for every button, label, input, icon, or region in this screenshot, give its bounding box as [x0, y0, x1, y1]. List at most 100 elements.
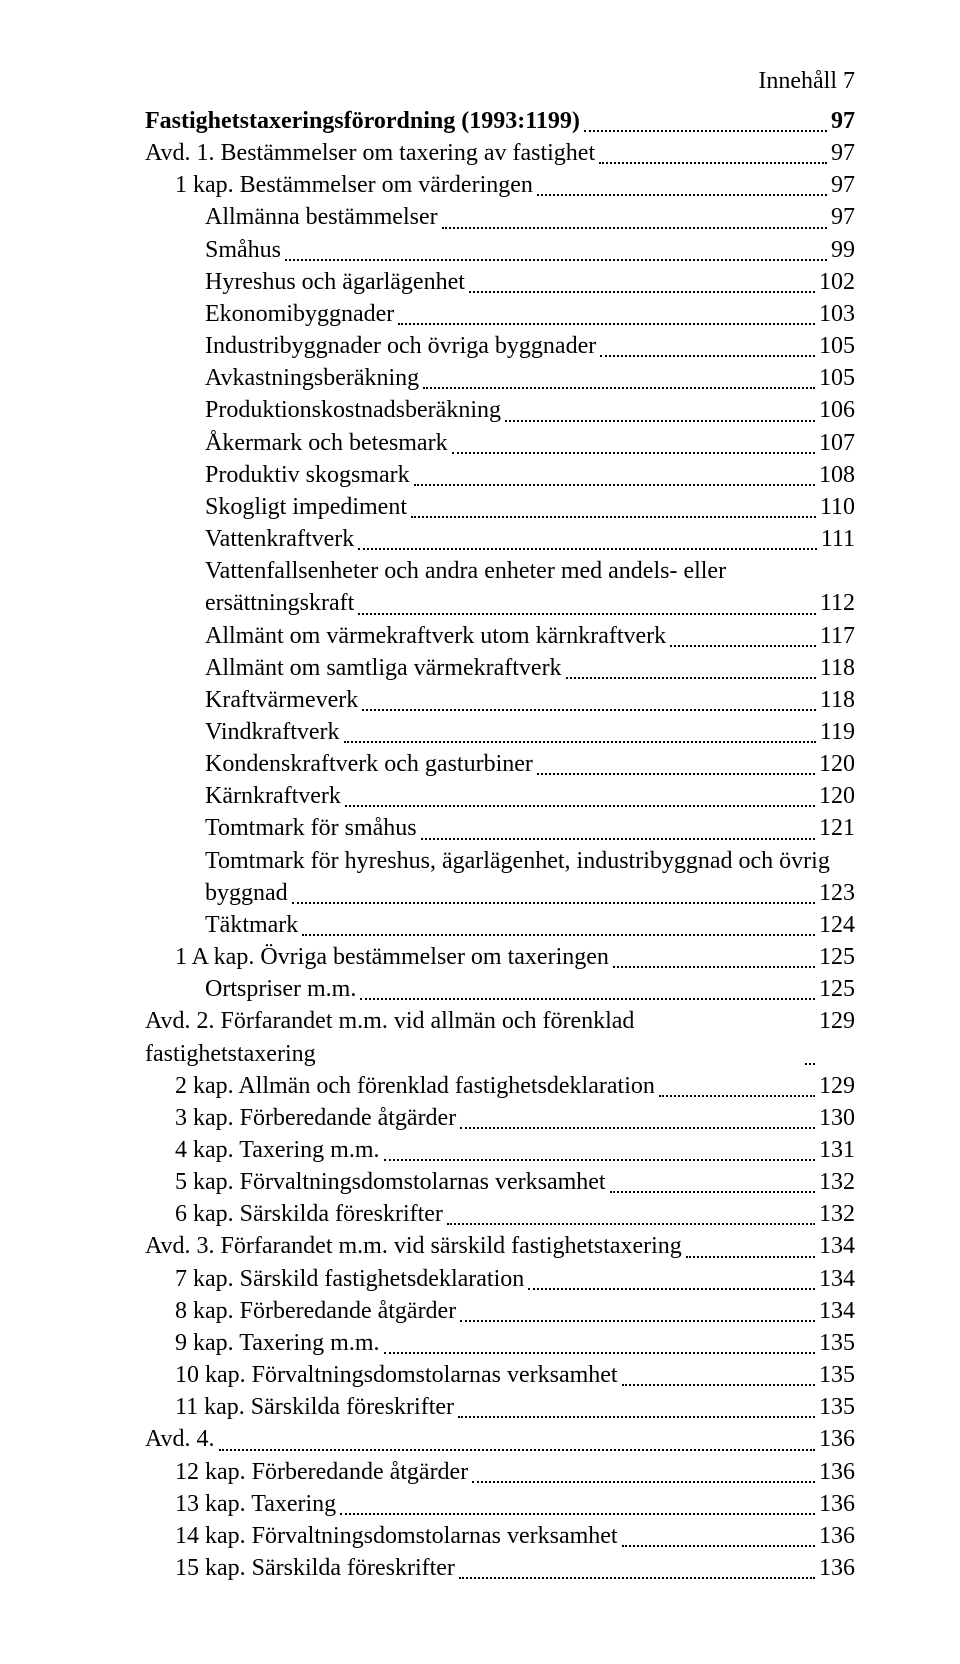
toc-entry: Vindkraftverk119: [145, 716, 855, 748]
toc-entry-page: 136: [819, 1520, 855, 1552]
toc-leader-dots: [599, 146, 827, 165]
toc-entry-page: 135: [819, 1327, 855, 1359]
toc-entry: Avd. 2. Förfarandet m.m. vid allmän och …: [145, 1005, 855, 1069]
toc-entry-label: 6 kap. Särskilda föreskrifter: [175, 1198, 443, 1230]
toc-entry: 13 kap. Taxering136: [145, 1488, 855, 1520]
toc-page: Innehåll 7 Fastighetstaxeringsförordning…: [0, 0, 960, 1664]
toc-entry-label: 14 kap. Förvaltningsdomstolarnas verksam…: [175, 1520, 618, 1552]
toc-leader-dots: [537, 178, 827, 197]
toc-entry-label: Allmänt om samtliga värmekraftverk: [205, 652, 562, 684]
toc-entry: Avd. 1. Bestämmelser om taxering av fast…: [145, 137, 855, 169]
toc-entry-label: Avd. 4.: [145, 1423, 215, 1455]
toc-entry-label: Vattenfallsenheter och andra enheter med…: [205, 555, 855, 587]
toc-leader-dots: [686, 1239, 815, 1258]
toc-entry-page: 118: [820, 684, 855, 716]
toc-entry-page: 120: [819, 780, 855, 812]
toc-entry-page: 136: [819, 1488, 855, 1520]
toc-entry-label: Åkermark och betesmark: [205, 427, 448, 459]
toc-leader-dots: [622, 1367, 815, 1386]
toc-leader-dots: [384, 1335, 815, 1354]
toc-entry-page: 105: [819, 330, 855, 362]
toc-entry-label: 15 kap. Särskilda föreskrifter: [175, 1552, 455, 1584]
toc-entry-label: 3 kap. Förberedande åtgärder: [175, 1102, 456, 1134]
toc-leader-dots: [460, 1303, 815, 1322]
toc-entry-label: Allmänt om värmekraftverk utom kärnkraft…: [205, 620, 666, 652]
toc-entry: 6 kap. Särskilda föreskrifter 132: [145, 1198, 855, 1230]
toc-entry-label: Ortspriser m.m.: [205, 973, 356, 1005]
toc-entry-label: 12 kap. Förberedande åtgärder: [175, 1456, 468, 1488]
toc-entry: 12 kap. Förberedande åtgärder136: [145, 1456, 855, 1488]
toc-entry-page: 135: [819, 1391, 855, 1423]
toc-entry-label: Allmänna bestämmelser: [205, 201, 438, 233]
toc-leader-dots: [340, 1496, 815, 1515]
toc-entry-page: 123: [819, 877, 855, 909]
toc-entry: Åkermark och betesmark107: [145, 427, 855, 459]
toc-entry-page: 124: [819, 909, 855, 941]
toc-leader-dots: [384, 1142, 815, 1161]
toc-entry-page: 117: [820, 620, 855, 652]
toc-entry: 15 kap. Särskilda föreskrifter136: [145, 1552, 855, 1584]
toc-entry-label: Avd. 1. Bestämmelser om taxering av fast…: [145, 137, 595, 169]
toc-entry-page: 106: [819, 394, 855, 426]
toc-entry: 4 kap. Taxering m.m. 131: [145, 1134, 855, 1166]
toc-entry-page: 132: [819, 1166, 855, 1198]
toc-entry: 1 kap. Bestämmelser om värderingen97: [145, 169, 855, 201]
toc-entry-page: 134: [819, 1295, 855, 1327]
toc-entry: Täktmark 124: [145, 909, 855, 941]
toc-leader-dots: [285, 242, 827, 261]
toc-entry: 8 kap. Förberedande åtgärder 134: [145, 1295, 855, 1327]
toc-entry: 14 kap. Förvaltningsdomstolarnas verksam…: [145, 1520, 855, 1552]
toc-entry-label: 11 kap. Särskilda föreskrifter: [175, 1391, 454, 1423]
toc-leader-dots: [600, 338, 815, 357]
toc-entry: Produktiv skogsmark108: [145, 459, 855, 491]
toc-entry: Kärnkraftverk120: [145, 780, 855, 812]
toc-entry: Kraftvärmeverk 118: [145, 684, 855, 716]
toc-entry-page: 111: [821, 523, 855, 555]
toc-entry-label: Tomtmark för hyreshus, ägarlägenhet, ind…: [205, 845, 855, 877]
toc-entry-label: Kondenskraftverk och gasturbiner: [205, 748, 533, 780]
toc-entry-label: 8 kap. Förberedande åtgärder: [175, 1295, 456, 1327]
toc-leader-dots: [528, 1271, 815, 1290]
toc-entry-page: 97: [831, 137, 855, 169]
toc-entry-label: Täktmark: [205, 909, 298, 941]
toc-entry-label: 4 kap. Taxering m.m.: [175, 1134, 380, 1166]
toc-entry-label: Småhus: [205, 234, 281, 266]
toc-leader-dots: [302, 917, 815, 936]
toc-entry-label: Produktiv skogsmark: [205, 459, 410, 491]
toc-entry: Småhus99: [145, 234, 855, 266]
toc-entry-page: 136: [819, 1423, 855, 1455]
toc-entry: 11 kap. Särskilda föreskrifter 135: [145, 1391, 855, 1423]
toc-leader-dots: [360, 982, 815, 1001]
toc-entry-label: ersättningskraft: [205, 587, 354, 619]
page-header: Innehåll 7: [145, 68, 855, 95]
toc-entry: Vattenfallsenheter och andra enheter med…: [145, 555, 855, 619]
toc-leader-dots: [421, 821, 815, 840]
toc-entry-page: 97: [831, 169, 855, 201]
toc-leader-dots: [458, 1400, 815, 1419]
toc-entry-label: Avd. 2. Förfarandet m.m. vid allmän och …: [145, 1005, 801, 1069]
toc-leader-dots: [423, 371, 815, 390]
toc-entry-label: byggnad: [205, 877, 288, 909]
toc-entry-label: 10 kap. Förvaltningsdomstolarnas verksam…: [175, 1359, 618, 1391]
toc-leader-dots: [344, 724, 816, 743]
toc-leader-dots: [610, 1175, 815, 1194]
toc-leader-dots: [659, 1078, 815, 1097]
toc-entry: 7 kap. Särskild fastighetsdeklaration134: [145, 1263, 855, 1295]
toc-entry-page: 97: [831, 105, 855, 137]
toc-leader-dots: [398, 306, 815, 325]
toc-leader-dots: [537, 756, 815, 775]
toc-entry-page: 102: [819, 266, 855, 298]
toc-entry-page: 132: [819, 1198, 855, 1230]
toc-entry-page: 121: [819, 812, 855, 844]
toc-entry-label: Vattenkraftverk: [205, 523, 354, 555]
toc-entry: 5 kap. Förvaltningsdomstolarnas verksamh…: [145, 1166, 855, 1198]
toc-entry-label: 9 kap. Taxering m.m.: [175, 1327, 380, 1359]
toc-entry: Allmänna bestämmelser 97: [145, 201, 855, 233]
toc-entry-page: 110: [820, 491, 855, 523]
toc-entry-page: 131: [819, 1134, 855, 1166]
toc-entry-label: Kraftvärmeverk: [205, 684, 358, 716]
toc-entry-page: 97: [831, 201, 855, 233]
toc-entry: 9 kap. Taxering m.m. 135: [145, 1327, 855, 1359]
toc-entry: Ekonomibyggnader103: [145, 298, 855, 330]
toc-entry: Fastighetstaxeringsförordning (1993:1199…: [145, 105, 855, 137]
